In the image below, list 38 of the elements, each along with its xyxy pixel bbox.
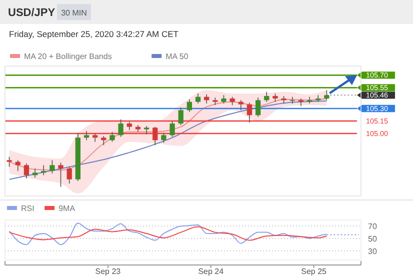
candlestick <box>144 126 150 135</box>
candlestick <box>264 91 270 102</box>
candlestick <box>101 136 106 146</box>
candlestick <box>32 168 38 178</box>
candlestick <box>290 96 295 104</box>
legend-label: RSI <box>21 204 34 213</box>
candlestick <box>152 126 158 146</box>
chart-subtitle: 30 MIN <box>61 8 88 18</box>
y-tick-label: 70 <box>368 222 378 232</box>
candlestick <box>50 160 55 174</box>
candlestick <box>186 98 192 112</box>
candlestick <box>255 97 261 118</box>
candlestick <box>298 98 304 106</box>
chart-title: USD/JPY <box>8 7 56 19</box>
candlestick <box>195 93 201 104</box>
candlestick <box>238 100 244 111</box>
candlestick <box>110 131 115 142</box>
candlestick <box>66 166 72 184</box>
candlestick <box>84 130 90 141</box>
candlestick <box>118 118 124 138</box>
x-tick-label: Sep 25 <box>301 267 328 276</box>
candlestick <box>178 107 184 126</box>
legend-label: MA 20 + Bollinger Bands <box>24 52 112 61</box>
x-tick-label: Sep 24 <box>198 267 224 276</box>
legend-label: 9MA <box>58 204 76 213</box>
candlestick <box>24 163 30 179</box>
y-tick-label: 30 <box>368 246 378 256</box>
x-tick-label: Sep 23 <box>95 267 122 276</box>
candlestick <box>170 120 175 138</box>
candlestick <box>58 162 64 188</box>
line-series <box>8 226 328 241</box>
legend-label: MA 50 <box>166 52 189 61</box>
candlestick <box>246 102 252 124</box>
candlestick <box>324 90 330 101</box>
text: Friday, September 25, 2020 3:42:27 AM CET <box>9 29 178 39</box>
candlestick <box>161 132 166 144</box>
y-tick-label: 50 <box>368 234 378 244</box>
candlestick <box>6 156 12 168</box>
